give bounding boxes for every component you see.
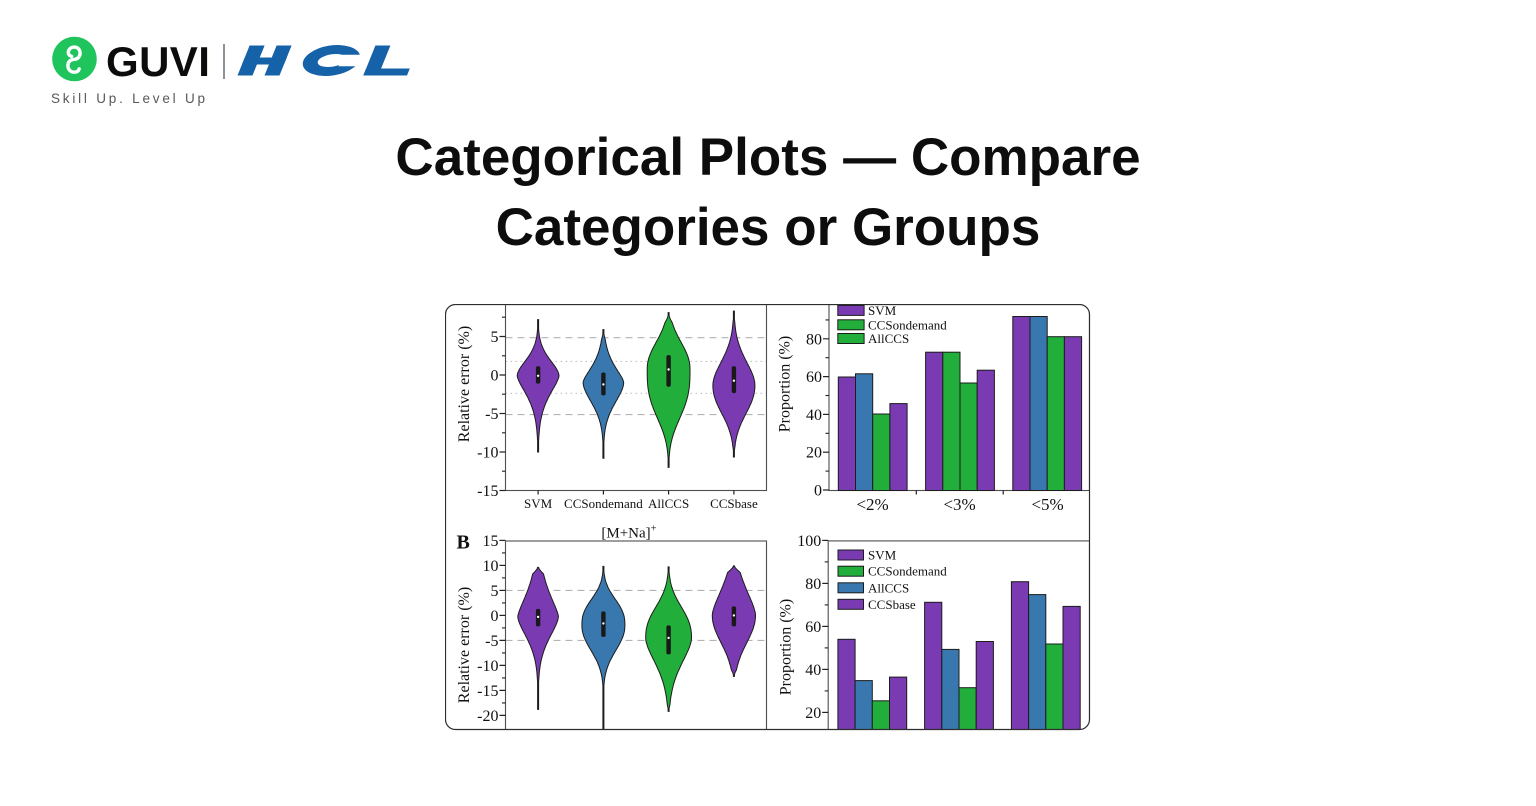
svg-text:-10: -10 xyxy=(477,445,498,462)
svg-text:40: 40 xyxy=(805,662,821,679)
svg-text:100: 100 xyxy=(797,533,821,550)
svg-text:Relative error (%): Relative error (%) xyxy=(456,326,473,442)
svg-text:20: 20 xyxy=(806,445,822,462)
svg-text:5: 5 xyxy=(491,329,499,346)
svg-text:60: 60 xyxy=(806,369,822,386)
svg-text:CCSondemand: CCSondemand xyxy=(868,564,947,579)
svg-text:40: 40 xyxy=(806,407,822,424)
svg-text:0: 0 xyxy=(491,608,499,625)
svg-text:GUVI: GUVI xyxy=(106,38,210,85)
svg-text:80: 80 xyxy=(805,576,821,593)
svg-text:[M+Na]+: [M+Na]+ xyxy=(601,524,656,542)
svg-text:SVM: SVM xyxy=(868,304,897,318)
svg-text:SVM: SVM xyxy=(868,548,897,563)
svg-text:60: 60 xyxy=(805,619,821,636)
svg-text:-5: -5 xyxy=(485,633,498,650)
svg-text:AllCCS: AllCCS xyxy=(868,331,909,346)
svg-text:<5%: <5% xyxy=(1031,495,1063,514)
svg-text:SVM: SVM xyxy=(524,496,553,511)
svg-text:80: 80 xyxy=(806,331,822,348)
svg-text:0: 0 xyxy=(814,483,822,500)
svg-text:<2%: <2% xyxy=(856,495,888,514)
svg-text:-10: -10 xyxy=(477,658,498,675)
svg-text:Proportion (%): Proportion (%) xyxy=(777,599,794,695)
svg-text:<3%: <3% xyxy=(943,495,975,514)
svg-text:5: 5 xyxy=(491,583,499,600)
svg-text:15: 15 xyxy=(483,533,499,550)
svg-text:Relative error (%): Relative error (%) xyxy=(456,587,473,703)
svg-text:10: 10 xyxy=(483,558,499,575)
svg-text:20: 20 xyxy=(805,705,821,722)
svg-text:0: 0 xyxy=(491,368,499,385)
svg-text:B: B xyxy=(457,532,470,554)
svg-text:Skill Up. Level Up: Skill Up. Level Up xyxy=(51,91,209,106)
svg-text:CCSondemand: CCSondemand xyxy=(868,317,947,332)
svg-text:-5: -5 xyxy=(485,406,498,423)
svg-text:AllCCS: AllCCS xyxy=(648,496,689,511)
svg-text:Proportion (%): Proportion (%) xyxy=(777,336,794,432)
svg-text:CCSbase: CCSbase xyxy=(710,496,758,511)
svg-text:-15: -15 xyxy=(477,683,498,700)
svg-text:CCSbase: CCSbase xyxy=(868,597,916,612)
svg-text:-20: -20 xyxy=(477,708,498,725)
svg-text:-15: -15 xyxy=(477,483,498,500)
svg-text:CCSondemand: CCSondemand xyxy=(564,496,643,511)
svg-text:AllCCS: AllCCS xyxy=(868,580,909,595)
